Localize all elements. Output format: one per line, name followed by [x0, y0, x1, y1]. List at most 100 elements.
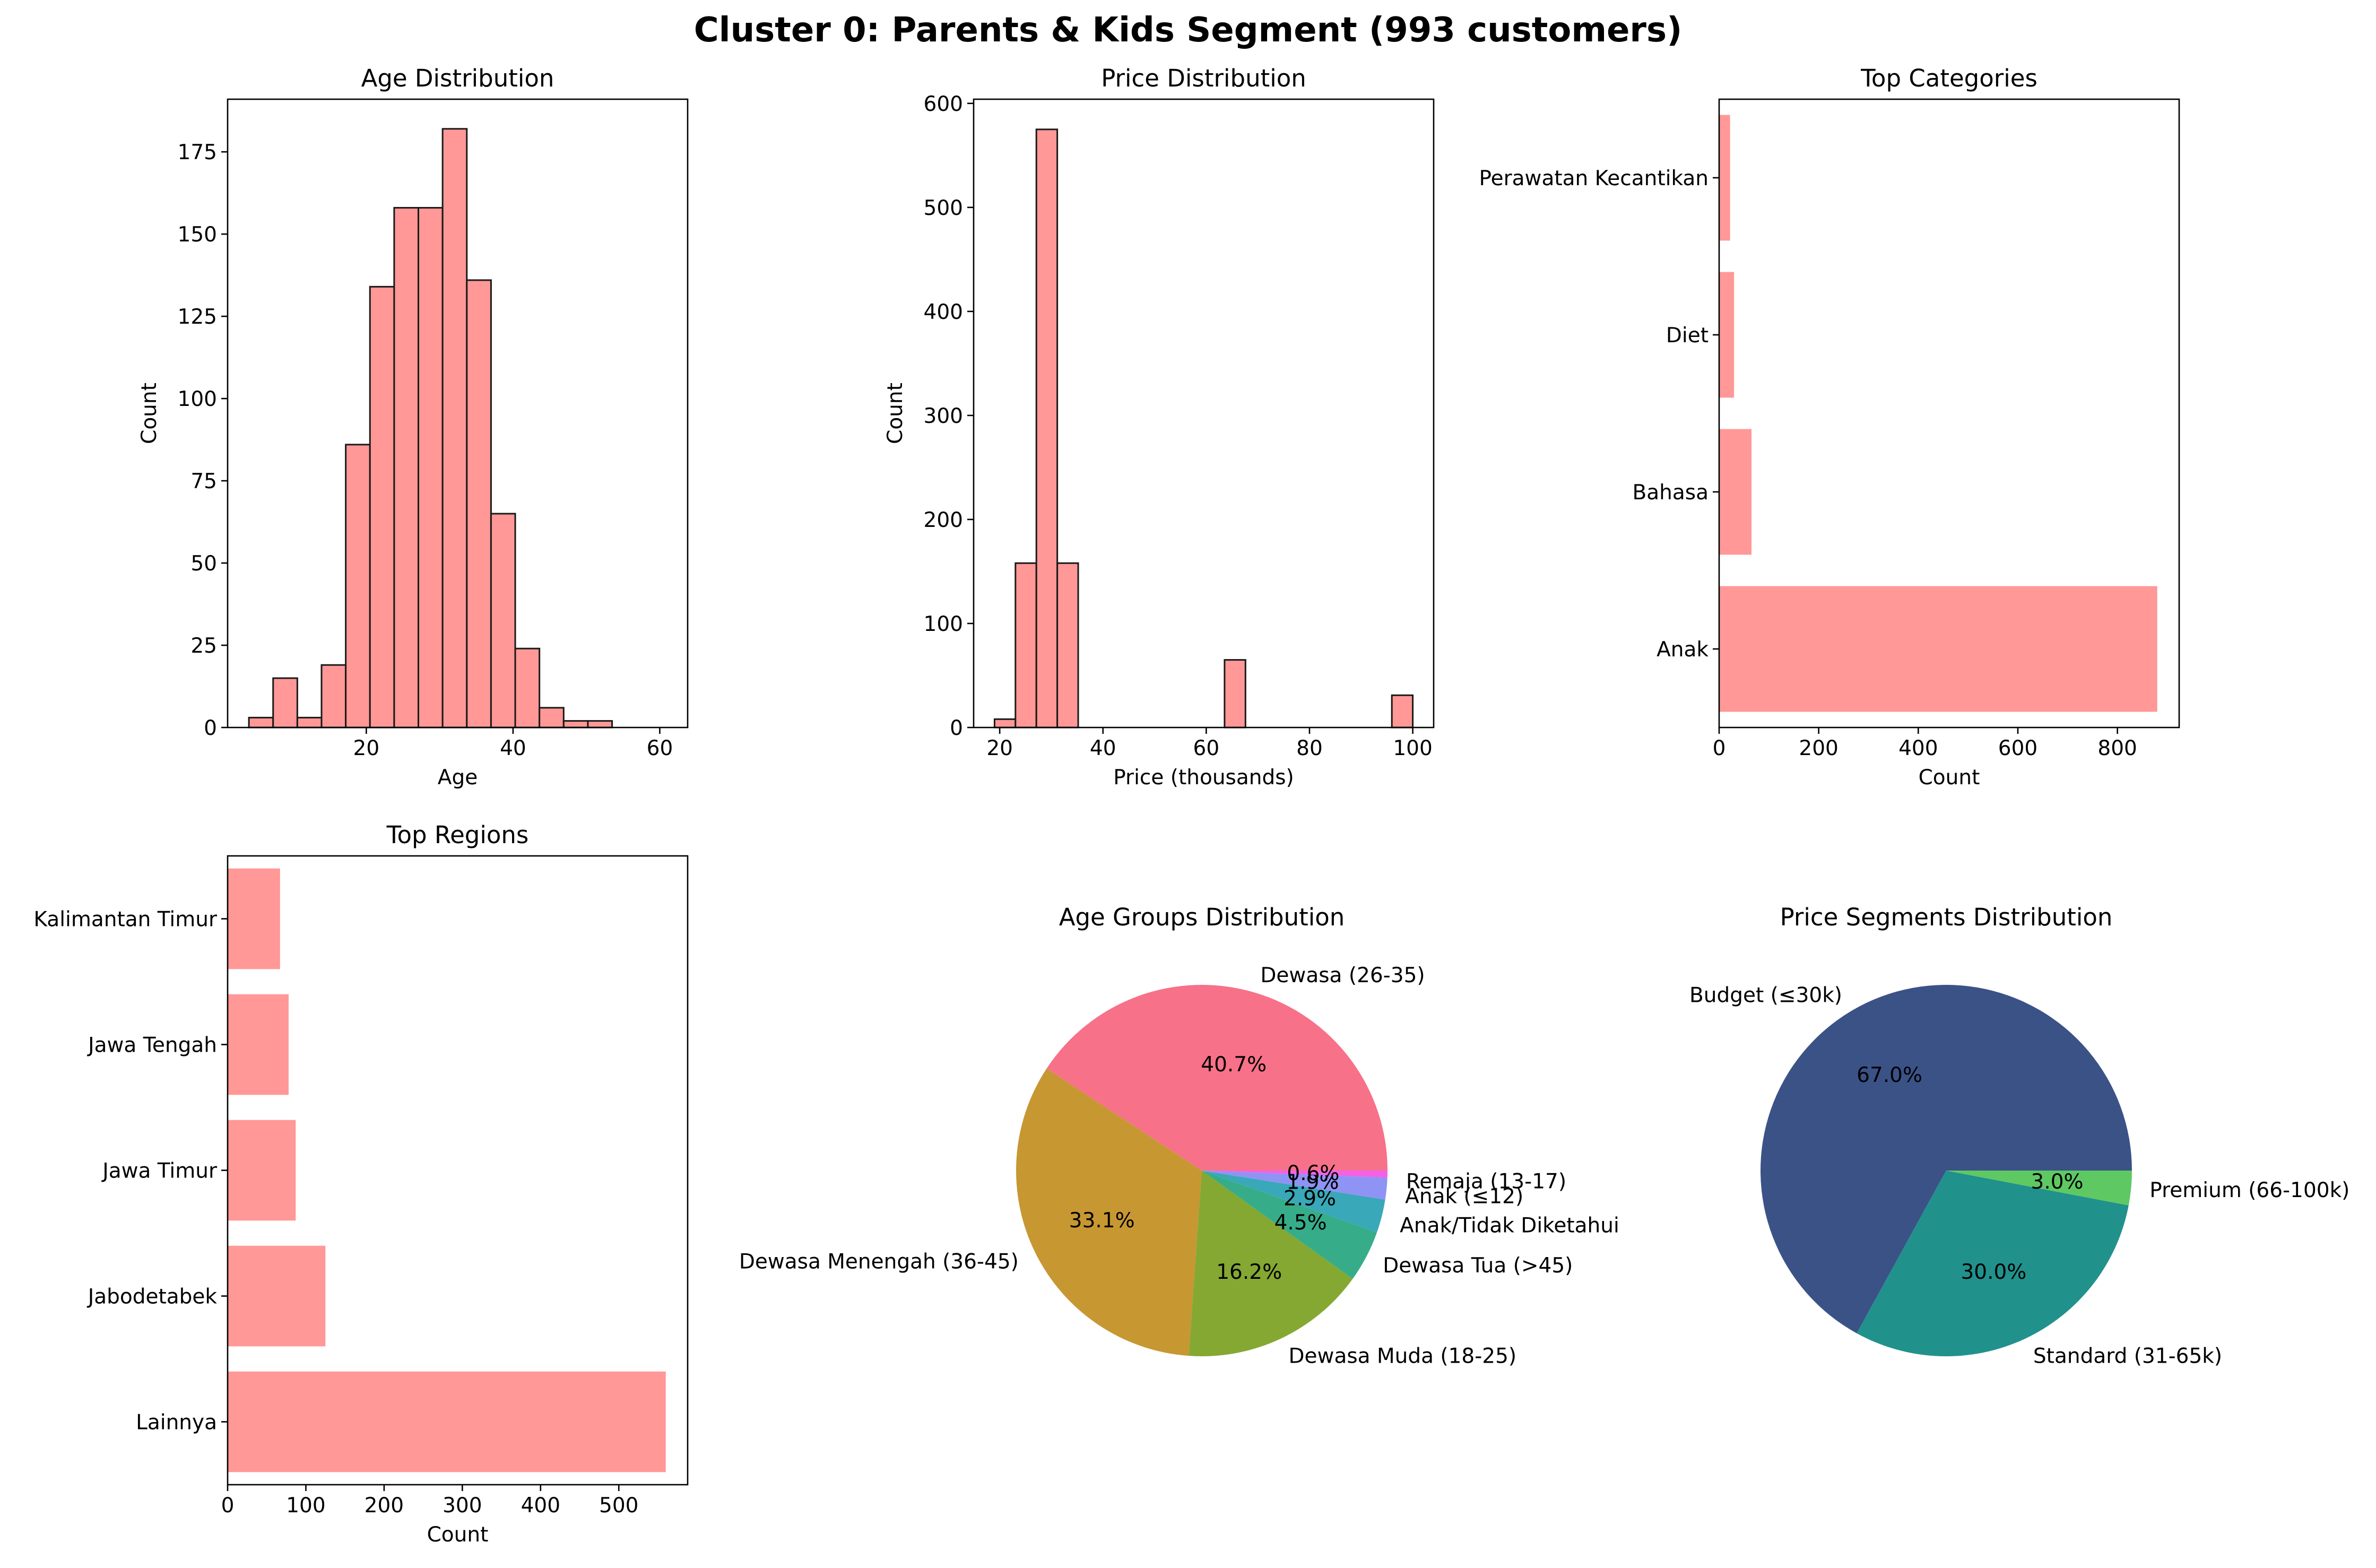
- horizontal-bar: [1719, 115, 1730, 241]
- category-label: Perawatan Kecantikan: [1479, 167, 1709, 190]
- x-tick-label: 0: [221, 1494, 235, 1518]
- x-tick-label: 100: [286, 1494, 325, 1518]
- plot-frame: [227, 855, 689, 1486]
- horizontal-bar: [1719, 586, 2157, 712]
- pie-slice: [1202, 1171, 1388, 1200]
- plot-frame: [227, 98, 689, 729]
- pie-slice: [1016, 1068, 1202, 1356]
- y-tick-label: 0: [950, 716, 963, 740]
- x-tick-label: 500: [599, 1494, 638, 1518]
- chart-0-group: 20 40 60 0 25 50 75 100 125 150 175 Age Distributio…: [137, 64, 673, 790]
- x-axis-label: Count: [427, 1523, 489, 1547]
- pie-slice: [1202, 1171, 1388, 1178]
- x-axis-label: Age: [438, 766, 478, 790]
- x-tick-label: 200: [365, 1494, 404, 1518]
- horizontal-bar: [1719, 272, 1735, 398]
- histogram-bar: [587, 720, 613, 729]
- y-tick-label: 175: [178, 141, 217, 164]
- pie-slice: [1760, 984, 2132, 1333]
- y-tick-label: 0: [204, 716, 217, 740]
- histogram-bar: [369, 285, 395, 729]
- chart-1-group: 20 40 60 80 100 0 100 200 300 400 500 600 Price Dist…: [883, 64, 1433, 790]
- histogram-bar: [539, 707, 565, 729]
- chart-title: Price Distribution: [1101, 64, 1306, 92]
- y-tick-label: 100: [924, 612, 963, 636]
- plot-frame: [973, 98, 1435, 729]
- histogram-bar: [1391, 694, 1414, 729]
- pie-slice: [1857, 1171, 2129, 1356]
- y-tick-label: 75: [190, 470, 217, 493]
- category-label: Anak: [1657, 638, 1709, 662]
- chart-title: Age Groups Distribution: [1059, 903, 1345, 931]
- y-tick-label: 200: [924, 508, 963, 532]
- horizontal-bar: [228, 994, 289, 1095]
- y-tick-label: 100: [178, 387, 217, 411]
- histogram-bar: [1224, 659, 1246, 729]
- x-tick-label: 40: [500, 737, 526, 760]
- pie-slice-label: Anak (≤12): [1405, 1184, 1523, 1208]
- x-tick-label: 80: [1296, 737, 1323, 760]
- y-tick-label: 150: [178, 223, 217, 247]
- x-tick-label: 400: [1898, 737, 1938, 760]
- histogram-bar: [466, 279, 492, 729]
- pie-slice-label: Budget (≤30k): [1689, 984, 1842, 1008]
- horizontal-bar: [1719, 429, 1751, 555]
- histogram-bar: [345, 444, 371, 729]
- y-tick-label: 600: [924, 92, 963, 116]
- x-tick-label: 200: [1799, 737, 1838, 760]
- pie-slice: [1202, 1171, 1377, 1279]
- pie-slice-label: Dewasa (26-35): [1260, 964, 1425, 987]
- category-label: Lainnya: [136, 1411, 217, 1435]
- x-axis-label: Count: [1919, 766, 1980, 790]
- horizontal-bar: [228, 1245, 326, 1347]
- x-tick-label: 60: [1193, 737, 1220, 760]
- x-tick-label: 400: [521, 1494, 560, 1518]
- pie-percent-label: 3.0%: [2031, 1170, 2084, 1194]
- pie-percent-label: 16.2%: [1216, 1260, 1282, 1284]
- horizontal-bar: [228, 1120, 296, 1221]
- histogram-bar: [418, 207, 444, 729]
- horizontal-bar: [228, 868, 280, 969]
- x-tick-label: 0: [1713, 737, 1726, 760]
- chart-title: Age Distribution: [361, 64, 554, 92]
- pie-slice-label: Standard (31-65k): [2033, 1344, 2222, 1368]
- chart-title: Price Segments Distribution: [1780, 903, 2113, 931]
- x-axis-label: Price (thousands): [1113, 766, 1294, 790]
- pie-slice: [1946, 1171, 2132, 1206]
- pie-percent-label: 2.9%: [1284, 1187, 1336, 1211]
- x-tick-label: 600: [1998, 737, 2037, 760]
- plot-frame: [1718, 98, 2180, 729]
- histogram-bar: [514, 647, 541, 729]
- y-tick-label: 500: [924, 196, 963, 220]
- histogram-bar: [993, 718, 1017, 729]
- pie-percent-label: 0.6%: [1287, 1162, 1339, 1185]
- histogram-bar: [1056, 562, 1079, 729]
- category-label: Diet: [1666, 324, 1709, 348]
- x-tick-label: 100: [1393, 737, 1432, 760]
- pie-slice-label: Dewasa Tua (>45): [1383, 1254, 1573, 1278]
- horizontal-bar: [228, 1371, 666, 1472]
- y-tick-label: 125: [178, 305, 217, 329]
- pie-percent-label: 33.1%: [1069, 1209, 1135, 1233]
- pie-slice-label: Anak/Tidak Diketahui: [1400, 1214, 1619, 1238]
- histogram-bar: [320, 664, 347, 729]
- chart-2-group: Anak Bahasa Diet Perawatan Kecantikan 0 200 40…: [1479, 64, 2157, 790]
- x-tick-label: 40: [1090, 737, 1116, 760]
- histogram-bar: [1014, 562, 1037, 729]
- pie-slice: [1189, 1171, 1353, 1356]
- x-tick-label: 800: [2097, 737, 2137, 760]
- pie-percent-label: 30.0%: [1961, 1260, 2026, 1284]
- y-axis-label: Count: [883, 383, 907, 444]
- y-tick-label: 300: [924, 404, 963, 428]
- pie-percent-label: 40.7%: [1201, 1053, 1267, 1077]
- x-tick-label: 60: [647, 737, 673, 760]
- histogram-bar: [393, 207, 420, 729]
- pie-slice-label: Premium (66-100k): [2149, 1179, 2349, 1202]
- figure-title: Cluster 0: Parents & Kids Segment (993 c…: [694, 11, 1683, 50]
- histogram-bar: [272, 677, 298, 729]
- pie-slice-label: Dewasa Muda (18-25): [1289, 1345, 1517, 1368]
- chart-title: Top Regions: [386, 821, 529, 849]
- histogram-bar: [490, 513, 516, 729]
